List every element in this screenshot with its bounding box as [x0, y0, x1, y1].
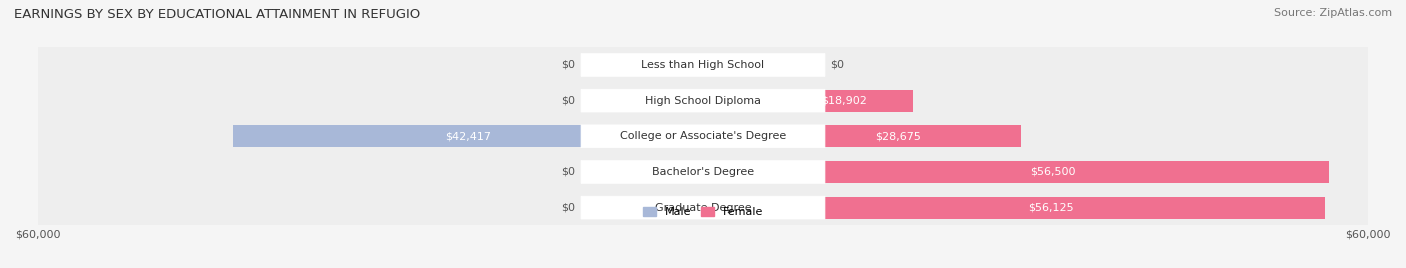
Text: Graduate Degree: Graduate Degree — [655, 203, 751, 213]
Text: EARNINGS BY SEX BY EDUCATIONAL ATTAINMENT IN REFUGIO: EARNINGS BY SEX BY EDUCATIONAL ATTAINMEN… — [14, 8, 420, 21]
Bar — [703, 125, 1021, 147]
Text: $56,125: $56,125 — [1028, 203, 1074, 213]
Bar — [703, 161, 1330, 183]
Text: $0: $0 — [831, 60, 845, 70]
FancyBboxPatch shape — [581, 89, 825, 112]
Bar — [686, 196, 703, 219]
Bar — [233, 125, 703, 147]
Bar — [686, 90, 703, 112]
FancyBboxPatch shape — [581, 125, 825, 148]
Bar — [686, 54, 703, 76]
Bar — [38, 118, 1368, 154]
Text: $56,500: $56,500 — [1031, 167, 1076, 177]
Text: $42,417: $42,417 — [444, 131, 491, 141]
Text: $0: $0 — [561, 203, 575, 213]
FancyBboxPatch shape — [581, 54, 825, 76]
Text: $0: $0 — [561, 167, 575, 177]
Text: $0: $0 — [561, 96, 575, 106]
Text: Less than High School: Less than High School — [641, 60, 765, 70]
Bar — [38, 154, 1368, 190]
Text: High School Diploma: High School Diploma — [645, 96, 761, 106]
Text: $0: $0 — [561, 60, 575, 70]
Bar — [703, 196, 1326, 219]
Bar — [38, 190, 1368, 225]
Bar — [703, 54, 720, 76]
Bar — [703, 90, 912, 112]
Bar — [38, 83, 1368, 118]
Text: Source: ZipAtlas.com: Source: ZipAtlas.com — [1274, 8, 1392, 18]
Text: $28,675: $28,675 — [876, 131, 921, 141]
FancyBboxPatch shape — [581, 161, 825, 183]
Text: $18,902: $18,902 — [821, 96, 868, 106]
Bar — [38, 47, 1368, 83]
Legend: Male, Female: Male, Female — [638, 202, 768, 222]
Bar — [686, 161, 703, 183]
FancyBboxPatch shape — [581, 196, 825, 219]
Text: College or Associate's Degree: College or Associate's Degree — [620, 131, 786, 141]
Text: Bachelor's Degree: Bachelor's Degree — [652, 167, 754, 177]
